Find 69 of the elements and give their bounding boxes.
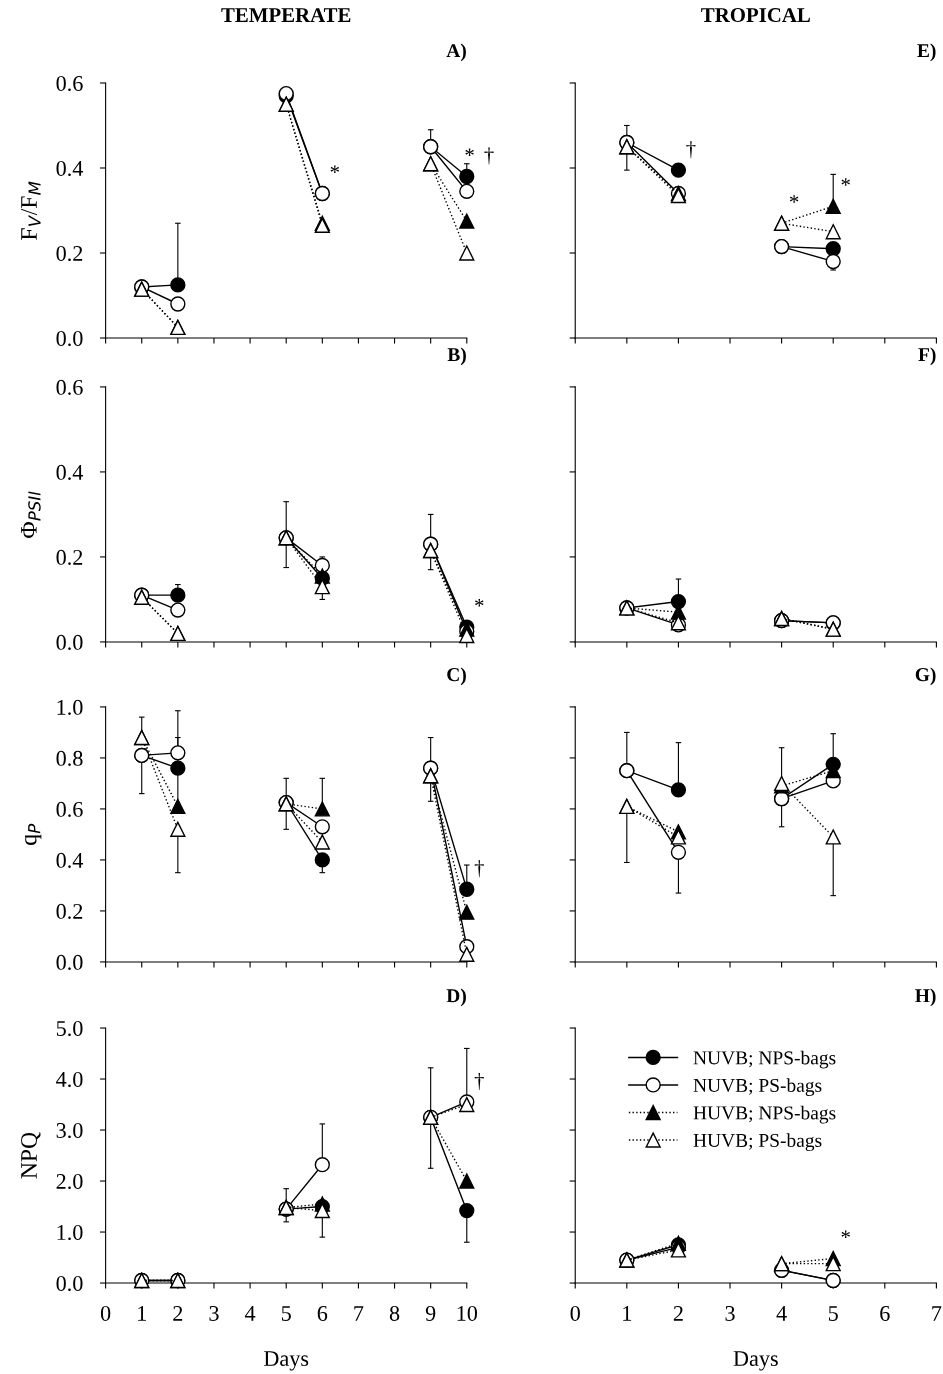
y-tick-label: 0.2	[56, 245, 83, 262]
x-tick-label: 4	[244, 1306, 256, 1321]
x-tick-label: 1	[623, 1306, 632, 1321]
x-tick-label: 3	[725, 1305, 735, 1321]
legend-label: HUVB; NPS-bags	[693, 1105, 836, 1124]
y-tick-label: 0.6	[56, 801, 83, 817]
x-tick-label: 1	[138, 1306, 146, 1321]
x-tick-label: 2	[673, 1305, 683, 1321]
annotation: †	[474, 860, 484, 878]
x-tick-label: 8	[389, 1305, 400, 1321]
x-tick-label: 0	[100, 1305, 111, 1321]
x-tick-label: 5	[828, 1306, 838, 1321]
x-axis-title: Days	[264, 1351, 309, 1371]
y-tick-label: 0.2	[56, 903, 83, 919]
annotation: *	[841, 1230, 850, 1239]
y-tick-label: 0.4	[56, 160, 84, 177]
x-tick-label: 7	[354, 1306, 364, 1321]
y-tick-label: 0.6	[56, 379, 83, 395]
annotation: †	[686, 141, 696, 159]
x-tick-label: 2	[173, 1305, 183, 1321]
y-tick-label: 0.0	[56, 330, 83, 347]
x-tick-label: 0	[570, 1305, 580, 1321]
text: H)	[915, 988, 936, 1007]
y-axis-title: NPQ	[21, 1132, 41, 1179]
y-tick-label: 5.0	[56, 1020, 83, 1037]
annotation: *	[330, 165, 340, 174]
annotation: †	[484, 147, 494, 165]
y-axis-title: q$_{P}$	[24, 823, 42, 845]
y-tick-label: 1.0	[57, 1224, 83, 1241]
y-axis-title: F$_{V}$/F$_{M}$	[21, 181, 41, 240]
text: G)	[915, 667, 936, 686]
text: B)	[447, 347, 466, 366]
x-axis-title: Days	[733, 1351, 778, 1371]
x-tick-label: 5	[281, 1306, 291, 1321]
y-tick-label: 0.6	[56, 75, 83, 92]
y-tick-label: 0.2	[56, 549, 83, 565]
y-tick-label: 1.0	[57, 699, 83, 715]
legend-label: HUVB; PS-bags	[693, 1133, 822, 1152]
x-tick-label: 3	[209, 1305, 219, 1321]
annotation: †	[474, 1073, 484, 1090]
y-tick-label: 0.8	[56, 750, 83, 766]
text: C)	[447, 667, 466, 686]
x-tick-label: 7	[932, 1306, 942, 1321]
y-tick-label: 0.0	[56, 634, 83, 650]
annotation: *	[475, 598, 484, 607]
y-tick-label: 0.4	[56, 852, 84, 868]
y-axis-title: Φ$_{PSII}$	[21, 491, 41, 538]
x-tick-label: 9	[425, 1305, 436, 1321]
legend-label: NUVB; NPS-bags	[693, 1050, 836, 1069]
x-tick-label: 6	[880, 1305, 890, 1321]
y-tick-label: 0.4	[56, 464, 84, 480]
text: F)	[918, 347, 936, 366]
annotation: *	[789, 195, 799, 203]
y-tick-label: 2.0	[56, 1173, 83, 1190]
x-tick-label: 4	[776, 1306, 787, 1321]
x-tick-label: 10	[457, 1305, 478, 1321]
annotation: *	[841, 178, 850, 186]
y-tick-label: 3.0	[56, 1122, 83, 1139]
y-tick-label: 0.0	[56, 1275, 83, 1292]
text: E)	[917, 43, 936, 62]
x-tick-label: 6	[317, 1305, 328, 1321]
y-tick-label: 0.0	[56, 954, 83, 970]
annotation: *	[465, 148, 474, 157]
y-tick-label: 4.0	[56, 1071, 83, 1088]
text: A)	[446, 43, 466, 62]
legend-label: NUVB; PS-bags	[693, 1078, 822, 1096]
chart-title: TEMPERATE	[221, 8, 351, 22]
chart-title: TROPICAL	[701, 8, 810, 23]
text: D)	[446, 988, 466, 1007]
